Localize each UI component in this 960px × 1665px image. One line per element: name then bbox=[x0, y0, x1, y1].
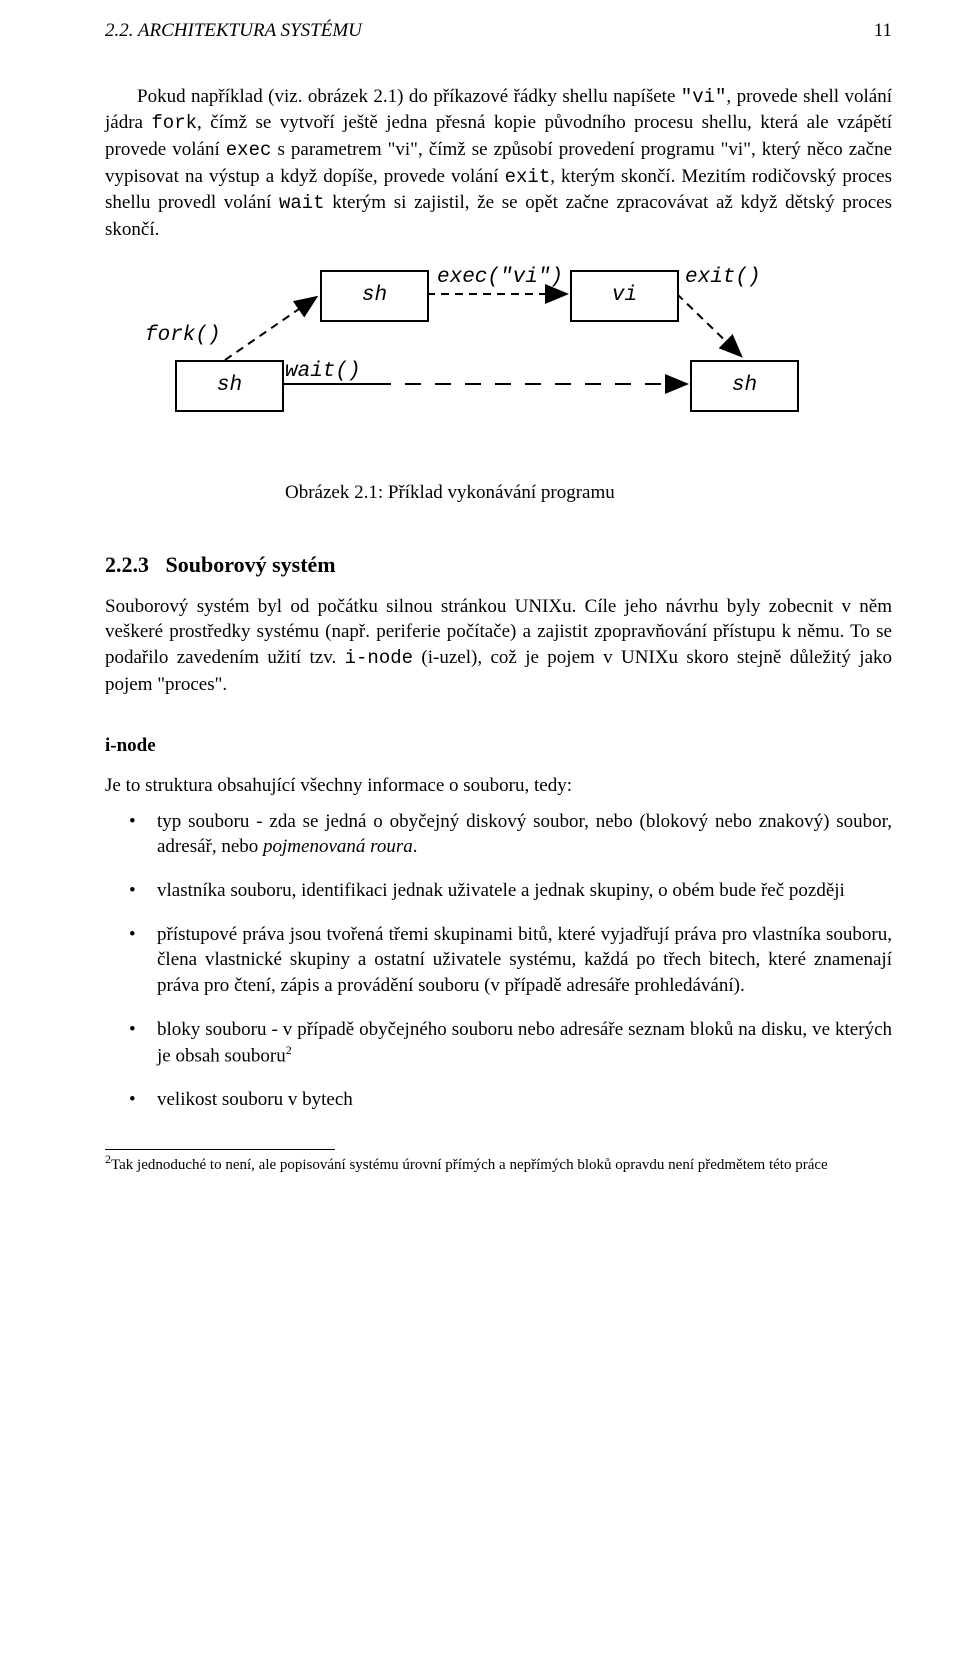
label-exec: exec("vi") bbox=[437, 264, 563, 292]
text: Pokud například (viz. obrázek 2.1) do př… bbox=[137, 86, 681, 107]
code-fork: fork bbox=[151, 112, 197, 134]
box-sh-bl: sh bbox=[175, 360, 284, 412]
inode-intro: Je to struktura obsahující všechny infor… bbox=[105, 773, 892, 799]
footnote: 2Tak jednoduché to není, ale popisování … bbox=[105, 1152, 892, 1175]
label: sh bbox=[362, 282, 387, 310]
text: bloky souboru - v případě obyčejného sou… bbox=[157, 1019, 892, 1067]
section-title: Souborový systém bbox=[166, 552, 336, 577]
inode-list: typ souboru - zda se jedná o obyčejný di… bbox=[105, 809, 892, 1113]
box-vi: vi bbox=[570, 270, 679, 322]
code-exit: exit bbox=[505, 166, 551, 188]
label-fork: fork() bbox=[145, 322, 221, 350]
label: sh bbox=[217, 372, 242, 400]
label-wait: wait() bbox=[285, 358, 361, 386]
header-left: 2.2. ARCHITEKTURA SYSTÉMU bbox=[105, 18, 362, 44]
box-sh-top: sh bbox=[320, 270, 429, 322]
text: velikost souboru v bytech bbox=[157, 1089, 353, 1110]
code-vi: "vi" bbox=[681, 86, 727, 108]
code-exec: exec bbox=[226, 139, 272, 161]
footnote-rule bbox=[105, 1149, 335, 1150]
label: sh bbox=[732, 372, 757, 400]
section-heading: 2.2.3 Souborový systém bbox=[105, 550, 892, 580]
figure-caption: Obrázek 2.1: Příklad vykonávání programu bbox=[285, 480, 892, 506]
paragraph-fs: Souborový systém byl od počátku silnou s… bbox=[105, 594, 892, 698]
code-wait: wait bbox=[279, 192, 325, 214]
box-sh-br: sh bbox=[690, 360, 799, 412]
process-diagram: sh vi sh sh fork() exec("vi") exit() wai… bbox=[145, 260, 795, 440]
page-number: 11 bbox=[874, 18, 892, 44]
text: vlastníka souboru, identifikaci jednak u… bbox=[157, 880, 845, 901]
text: . bbox=[413, 836, 418, 857]
list-item: přístupové práva jsou tvořená třemi skup… bbox=[157, 922, 892, 999]
list-item: vlastníka souboru, identifikaci jednak u… bbox=[157, 878, 892, 904]
paragraph-vi: Pokud například (viz. obrázek 2.1) do př… bbox=[105, 84, 892, 243]
footnote-ref: 2 bbox=[286, 1043, 292, 1057]
list-item: velikost souboru v bytech bbox=[157, 1087, 892, 1113]
footnote-text: Tak jednoduché to není, ale popisování s… bbox=[111, 1157, 828, 1173]
page-header: 2.2. ARCHITEKTURA SYSTÉMU 11 bbox=[105, 18, 892, 44]
label-exit: exit() bbox=[685, 264, 761, 292]
section-number: 2.2.3 bbox=[105, 552, 149, 577]
text: přístupové práva jsou tvořená třemi skup… bbox=[157, 924, 892, 996]
text-em: pojmenovaná roura bbox=[263, 836, 413, 857]
subheading-inode: i-node bbox=[105, 733, 892, 759]
list-item: typ souboru - zda se jedná o obyčejný di… bbox=[157, 809, 892, 860]
list-item: bloky souboru - v případě obyčejného sou… bbox=[157, 1017, 892, 1070]
label: vi bbox=[612, 282, 637, 310]
code-inode: i-node bbox=[345, 647, 413, 669]
